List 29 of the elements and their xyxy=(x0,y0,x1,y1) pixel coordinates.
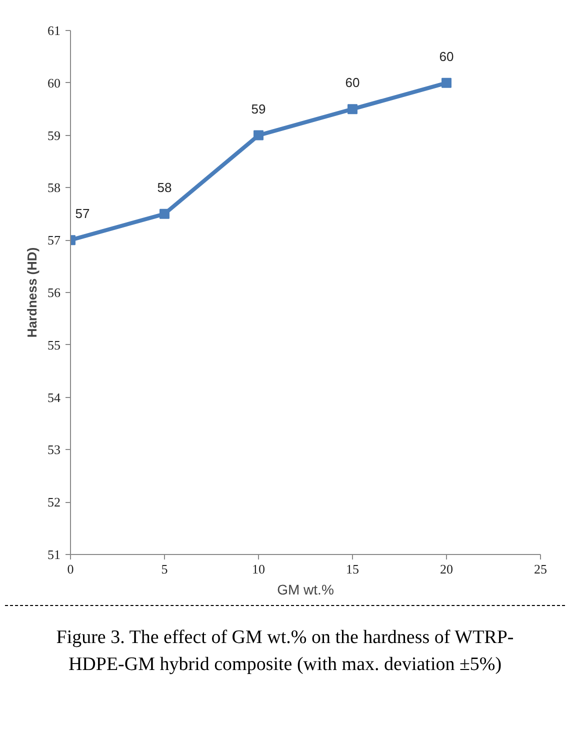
caption: Figure 3. The effect of GM wt.% on the hardness of WTRP-HDPE-GM hybrid composite (with max. deviation ±5%) xyxy=(55,626,515,678)
point xyxy=(254,130,264,140)
y-tick-label: 51 xyxy=(48,547,60,562)
x-tick-label: 15 xyxy=(346,562,359,576)
point xyxy=(442,78,452,88)
y-tick-label: 53 xyxy=(48,442,60,458)
y-axis-title: Hardness (HD) xyxy=(24,247,40,338)
x-tick-label: 25 xyxy=(534,562,547,576)
x-tick-label: 20 xyxy=(440,562,453,576)
x-tick-label: 0 xyxy=(67,562,74,576)
y-tick-label: 55 xyxy=(48,337,60,352)
data-label: 57 xyxy=(75,206,90,222)
data-label: 58 xyxy=(157,180,172,195)
y-tick-label: 58 xyxy=(48,180,60,196)
y-tick-label: 59 xyxy=(48,128,60,143)
y-tick-label: 52 xyxy=(48,494,60,510)
data-label: 60 xyxy=(439,48,454,64)
y-tick-label: 60 xyxy=(48,75,60,90)
point xyxy=(348,104,358,114)
x-tick-label: 5 xyxy=(161,562,168,576)
y-tick-label: 57 xyxy=(48,232,61,248)
x-tick-label: 10 xyxy=(252,562,265,576)
y-tick-label: 54 xyxy=(48,390,61,405)
point xyxy=(160,208,170,219)
y-tick-label: 61 xyxy=(48,23,60,38)
x-axis-title: GM wt.% xyxy=(277,582,334,598)
data-label: 60 xyxy=(345,75,360,90)
y-tick-label: 56 xyxy=(48,285,61,300)
data-label: 59 xyxy=(251,101,266,116)
